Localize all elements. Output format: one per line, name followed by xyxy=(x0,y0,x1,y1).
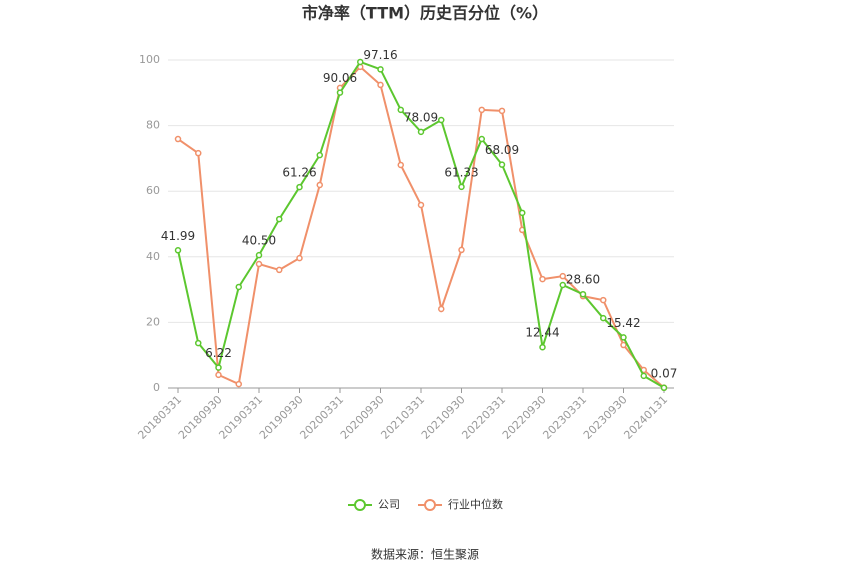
y-tick-label: 60 xyxy=(146,184,160,197)
point xyxy=(316,151,323,159)
data-label: 40.50 xyxy=(242,234,276,248)
point xyxy=(235,380,242,388)
point xyxy=(620,334,627,341)
data-label: 15.42 xyxy=(606,316,640,330)
y-tick-label: 20 xyxy=(146,315,160,328)
point xyxy=(620,341,627,349)
point xyxy=(559,281,566,289)
point xyxy=(417,201,425,209)
point xyxy=(417,128,425,136)
point xyxy=(539,275,546,283)
data-label: 12.44 xyxy=(525,326,559,340)
point xyxy=(276,215,283,223)
source: 数据来源：恒生聚源 xyxy=(371,547,479,562)
point xyxy=(397,106,404,114)
point xyxy=(255,251,263,259)
point xyxy=(458,246,465,254)
point xyxy=(438,116,445,124)
data-label: 68.09 xyxy=(485,143,519,157)
point xyxy=(357,58,364,66)
point xyxy=(215,371,222,379)
point xyxy=(377,66,384,73)
point xyxy=(519,209,526,217)
point xyxy=(397,161,404,169)
data-label: 28.60 xyxy=(566,273,600,287)
point xyxy=(539,343,546,351)
point xyxy=(336,89,344,96)
point xyxy=(296,183,303,191)
point xyxy=(579,290,587,298)
point xyxy=(174,247,182,254)
point xyxy=(660,384,668,392)
data-label: 41.99 xyxy=(161,229,195,243)
point xyxy=(458,183,465,191)
point xyxy=(600,314,607,322)
point xyxy=(498,161,506,168)
data-label: 78.09 xyxy=(404,110,438,124)
point xyxy=(316,181,323,189)
chart-title: 市净率（TTM）历史百分位（%） xyxy=(302,4,548,23)
point xyxy=(255,260,263,268)
point xyxy=(640,372,647,380)
y-tick-label: 40 xyxy=(146,250,160,263)
legend-marker xyxy=(424,499,436,511)
y-tick-label: 0 xyxy=(153,381,160,394)
point xyxy=(296,254,303,262)
point xyxy=(377,81,384,89)
y-tick-label: 100 xyxy=(139,53,160,66)
point xyxy=(478,135,485,143)
point xyxy=(559,272,566,280)
point xyxy=(498,107,506,115)
point xyxy=(235,283,242,291)
point xyxy=(174,135,182,143)
point xyxy=(276,266,283,274)
point xyxy=(195,149,202,157)
data-label: 6.22 xyxy=(205,346,232,360)
x-tick-label: 20240131 xyxy=(621,393,670,442)
point xyxy=(438,305,445,313)
point xyxy=(478,106,485,114)
data-label: 61.26 xyxy=(282,166,316,180)
point xyxy=(215,364,222,371)
point xyxy=(195,339,202,347)
legend-marker xyxy=(354,499,366,511)
legend-label: 行业中位数 xyxy=(448,497,503,511)
legend-label: 公司 xyxy=(378,498,400,511)
y-tick-label: 80 xyxy=(146,119,160,132)
data-label: 0.07 xyxy=(651,366,678,380)
point xyxy=(600,296,607,304)
data-label: 90.06 xyxy=(323,71,357,85)
data-label: 61.33 xyxy=(444,165,478,179)
data-label: 97.16 xyxy=(363,48,397,62)
